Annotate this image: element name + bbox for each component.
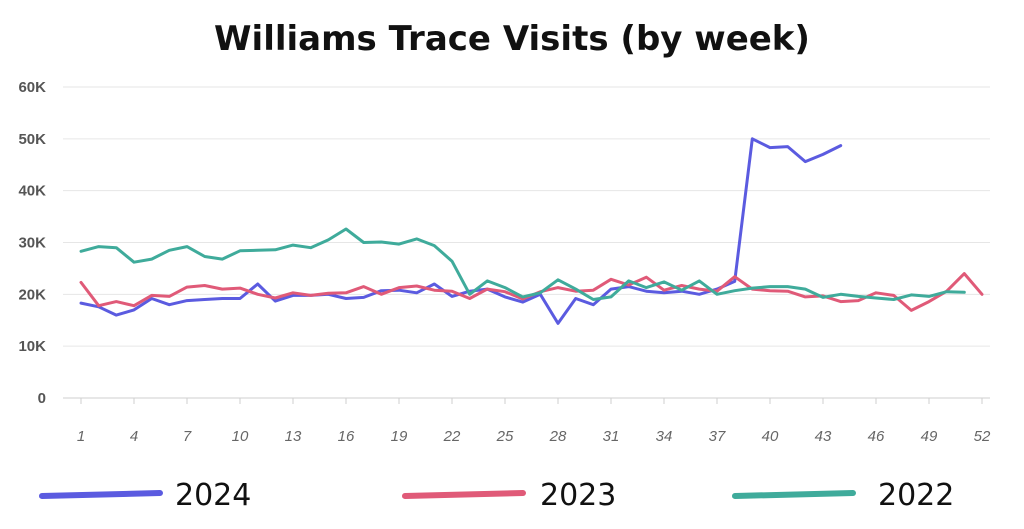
series-lines (79, 137, 984, 325)
y-tick-label: 0 (38, 390, 46, 407)
y-tick-label: 30K (18, 235, 46, 252)
y-tick-label: 20K (18, 286, 46, 303)
x-tick-label: 22 (443, 428, 461, 445)
x-tick-label: 10 (232, 428, 249, 445)
x-tick-label: 16 (338, 428, 355, 445)
series-line-2022 (79, 227, 966, 301)
legend-label: 2022 (878, 478, 954, 513)
legend-item-2023: 2023 (402, 478, 616, 513)
legend-label: 2023 (540, 478, 616, 513)
legend-label: 2024 (175, 478, 251, 513)
x-tick-label: 31 (603, 428, 620, 445)
x-axis-tick-labels: 1 4 7 10 13 16 19 22 25 28 31 34 37 40 43 46 49 52 (77, 398, 991, 445)
legend-swatch (732, 490, 856, 499)
legend-item-2022: 2022 (732, 478, 954, 513)
y-tick-label: 50K (18, 131, 46, 148)
legend-swatch (402, 490, 526, 499)
x-tick-label: 49 (921, 428, 938, 445)
legend: 2024 2023 2022 (39, 478, 954, 513)
x-tick-label: 1 (77, 428, 85, 445)
series-line-2023 (79, 272, 984, 312)
y-tick-label: 60K (18, 79, 46, 96)
x-tick-label: 43 (815, 428, 832, 445)
x-tick-label: 40 (762, 428, 779, 445)
x-tick-label: 28 (549, 428, 567, 445)
x-tick-label: 13 (285, 428, 302, 445)
x-tick-label: 19 (391, 428, 408, 445)
y-tick-label: 10K (18, 338, 46, 355)
legend-swatch (39, 490, 163, 499)
x-tick-label: 4 (130, 428, 138, 445)
grid-lines (63, 86, 990, 399)
x-tick-label: 34 (656, 428, 673, 445)
chart-title: Williams Trace Visits (by week) (214, 19, 810, 59)
x-tick-label: 46 (868, 428, 885, 445)
y-tick-label: 40K (18, 183, 46, 200)
x-tick-label: 37 (709, 428, 726, 445)
x-tick-label: 52 (974, 428, 991, 445)
x-tick-label: 25 (496, 428, 514, 445)
y-axis-tick-labels: 0 10K 20K 30K 40K 50K 60K (18, 79, 46, 407)
legend-item-2024: 2024 (39, 478, 251, 513)
x-tick-label: 7 (183, 428, 192, 445)
